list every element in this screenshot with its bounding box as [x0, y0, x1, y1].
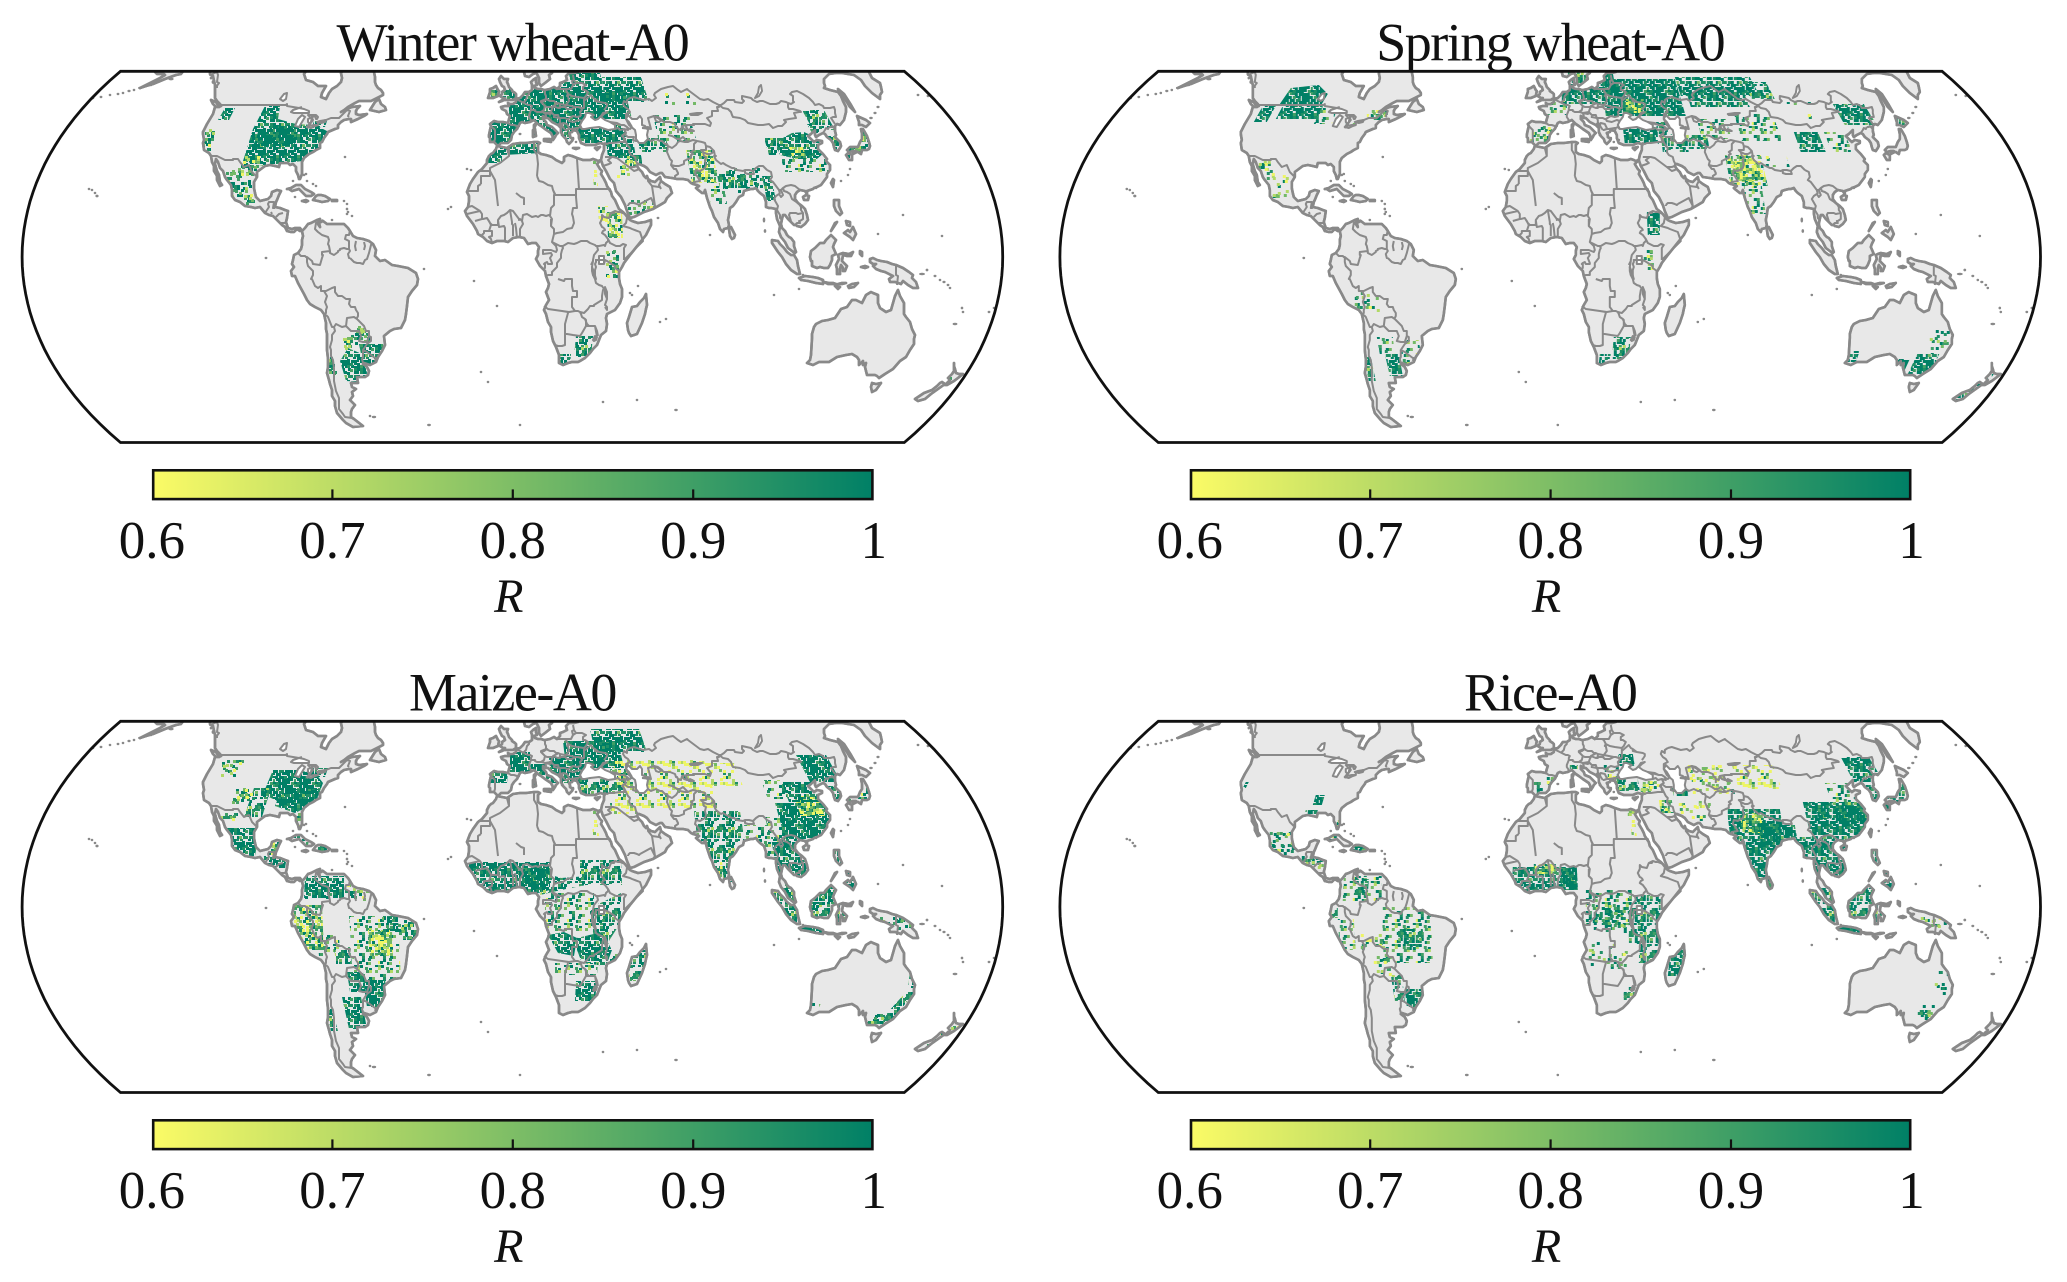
svg-text:R: R: [493, 1220, 523, 1273]
svg-text:1: 1: [860, 1162, 887, 1220]
svg-text:1: 1: [1898, 1162, 1925, 1220]
svg-text:0.7: 0.7: [299, 1162, 365, 1220]
svg-text:R: R: [1531, 570, 1561, 623]
svg-text:0.9: 0.9: [1698, 512, 1764, 570]
svg-text:R: R: [493, 570, 523, 623]
svg-text:0.7: 0.7: [1337, 512, 1403, 570]
svg-text:0.7: 0.7: [299, 512, 365, 570]
svg-text:0.9: 0.9: [660, 1162, 726, 1220]
svg-text:Maize-A0: Maize-A0: [409, 662, 616, 722]
svg-text:0.9: 0.9: [1698, 1162, 1764, 1220]
svg-text:0.6: 0.6: [1157, 512, 1223, 570]
svg-text:1: 1: [860, 512, 887, 570]
svg-text:0.9: 0.9: [660, 512, 726, 570]
svg-text:R: R: [1531, 1220, 1561, 1273]
svg-text:Spring wheat-A0: Spring wheat-A0: [1376, 12, 1724, 72]
svg-text:0.6: 0.6: [119, 1162, 185, 1220]
svg-text:0.7: 0.7: [1337, 1162, 1403, 1220]
svg-text:Rice-A0: Rice-A0: [1464, 662, 1636, 722]
svg-text:0.8: 0.8: [1517, 512, 1583, 570]
svg-text:0.6: 0.6: [1157, 1162, 1223, 1220]
svg-text:Winter wheat-A0: Winter wheat-A0: [337, 12, 689, 72]
svg-text:0.8: 0.8: [480, 512, 546, 570]
svg-text:0.8: 0.8: [1517, 1162, 1583, 1220]
svg-text:1: 1: [1898, 512, 1925, 570]
svg-text:0.8: 0.8: [480, 1162, 546, 1220]
svg-text:0.6: 0.6: [119, 512, 185, 570]
